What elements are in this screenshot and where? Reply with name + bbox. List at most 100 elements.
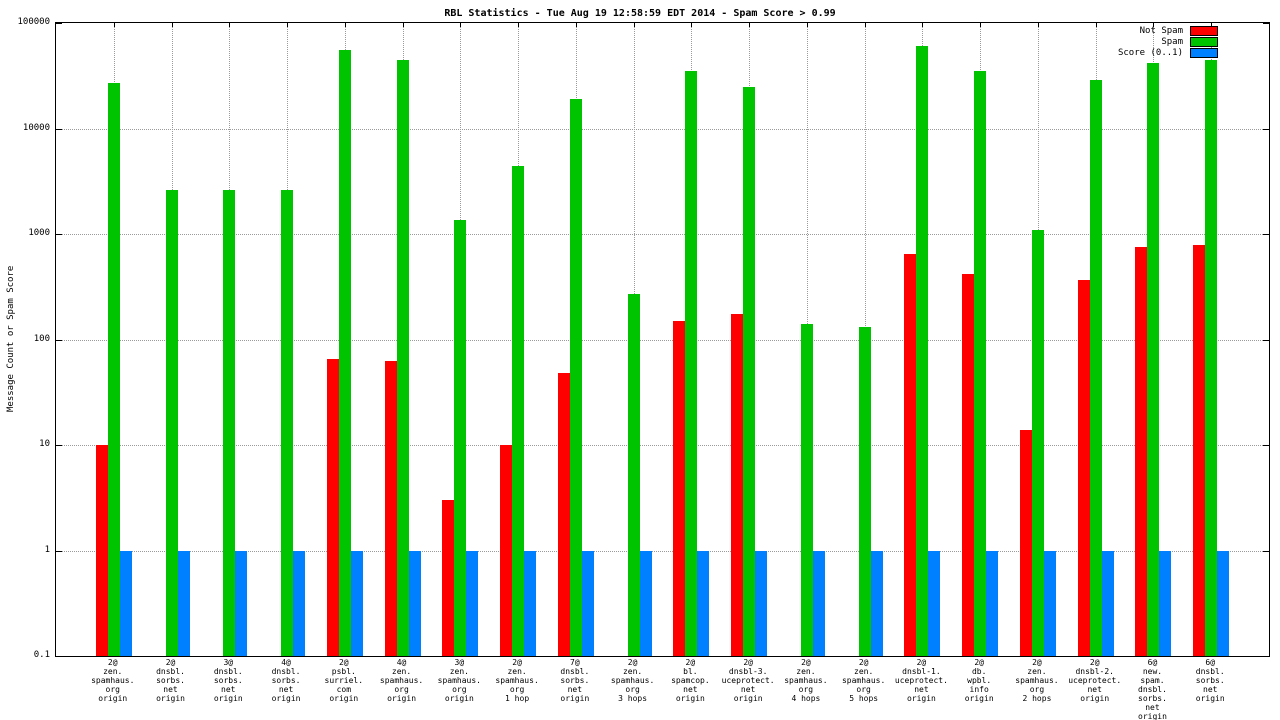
bar-spam [858, 327, 871, 656]
bar-not-spam [442, 500, 455, 656]
y-tickmark-right [1263, 23, 1269, 24]
legend-item-spam: Spam [998, 36, 1218, 47]
plot-area [55, 22, 1270, 657]
x-tickmark-top [1153, 23, 1155, 27]
x-tickmark-top [113, 23, 115, 27]
bar-spam [512, 166, 525, 656]
bar-score-0-1 [177, 550, 190, 656]
category-label: 3@ dnsbl. sorbs. net origin [213, 658, 243, 703]
bar-not-spam [1193, 245, 1206, 656]
bar-not-spam [731, 313, 744, 656]
legend: Not Spam Spam Score (0..1) [998, 25, 1218, 58]
bar-spam [916, 46, 929, 656]
bar-score-0-1 [697, 550, 710, 656]
y-tickmark-left [56, 339, 62, 341]
x-tickmark-top [864, 23, 866, 27]
gridline-horizontal [56, 128, 1269, 130]
bar-spam [281, 190, 294, 656]
category-label: 2@ dnsbl-3. uceprotect. net origin [721, 658, 775, 703]
y-tickmark-left [56, 23, 62, 24]
y-tick-label: 100 [33, 333, 50, 344]
x-tickmark-top [402, 23, 404, 27]
x-tickmark-top [229, 23, 231, 27]
bar-spam [223, 190, 236, 656]
category-label: 2@ dnsbl-1. uceprotect. net origin [894, 658, 948, 703]
bar-not-spam [1019, 429, 1032, 656]
bar-spam [974, 71, 987, 656]
category-label: 6@ dnsbl. sorbs. net origin [1195, 658, 1225, 703]
y-tick-label: 0.1 [33, 650, 50, 660]
bar-score-0-1 [350, 550, 363, 656]
bar-spam [396, 59, 409, 656]
legend-label: Not Spam [1139, 25, 1183, 36]
x-tickmark-top [691, 23, 693, 27]
legend-swatch [1190, 47, 1218, 58]
x-tickmark-top [460, 23, 462, 27]
y-tickmark-left [56, 445, 62, 446]
bar-spam [338, 50, 351, 656]
bar-spam [1147, 62, 1160, 656]
bar-spam [800, 324, 813, 656]
legend-item-score-0-1: Score (0..1) [998, 47, 1218, 58]
gridline-horizontal [56, 550, 1269, 552]
category-label: 2@ dnsbl. sorbs. net origin [156, 658, 185, 703]
bar-not-spam [500, 445, 513, 656]
legend-swatch [1190, 36, 1218, 47]
bar-not-spam [1135, 247, 1148, 656]
bar-score-0-1 [870, 550, 883, 656]
bar-spam [1089, 79, 1102, 656]
bar-spam [454, 220, 467, 656]
bar-score-0-1 [1101, 550, 1114, 656]
bar-score-0-1 [1159, 550, 1172, 656]
gridline-horizontal [56, 445, 1269, 446]
x-tickmark-top [1037, 23, 1039, 27]
x-tickmark-top [1095, 23, 1097, 27]
x-tickmark-top [633, 23, 635, 27]
category-label: 6@ new. spam. dnsbl. sorbs. net origin [1138, 658, 1167, 720]
bar-not-spam [1077, 279, 1090, 656]
bar-spam [569, 99, 582, 656]
y-tickmark-left [56, 656, 62, 657]
x-tickmark-top [806, 23, 808, 27]
category-label: 2@ dnsbl-2. uceprotect. net origin [1068, 658, 1122, 703]
bar-not-spam [673, 320, 686, 656]
x-tickmark-top [922, 23, 924, 27]
x-tickmark-top [575, 23, 577, 27]
y-tickmark-left [56, 550, 62, 552]
bar-not-spam [384, 360, 397, 656]
gridline-horizontal [56, 339, 1269, 341]
bar-not-spam [557, 373, 570, 656]
bar-score-0-1 [235, 550, 248, 656]
bar-score-0-1 [986, 550, 999, 656]
legend-swatch [1190, 25, 1218, 36]
category-label: 2@ zen. spamhaus. org 1 hop [495, 658, 539, 703]
bar-score-0-1 [466, 550, 479, 656]
chart-title: RBL Statistics - Tue Aug 19 12:58:59 EDT… [444, 8, 836, 19]
bar-spam [627, 293, 640, 656]
category-label: 3@ zen. spamhaus. org origin [437, 658, 481, 703]
bar-score-0-1 [408, 550, 421, 656]
y-axis: 0.1 1 10 100 1000 10000 100000 [0, 0, 55, 720]
x-tickmark-top [287, 23, 289, 27]
y-tickmark-right [1263, 445, 1269, 446]
y-tickmark-left [56, 128, 62, 130]
x-tickmark-top [518, 23, 520, 27]
bar-not-spam [904, 253, 917, 656]
y-tickmark-right [1263, 128, 1269, 130]
x-tickmark-top [749, 23, 751, 27]
x-tickmark-top [171, 23, 173, 27]
y-tickmark-right [1263, 656, 1269, 657]
y-tickmark-right [1263, 550, 1269, 552]
bar-score-0-1 [639, 550, 652, 656]
x-tickmark-top [1211, 23, 1213, 27]
bar-score-0-1 [119, 550, 132, 656]
bar-score-0-1 [1217, 550, 1230, 656]
y-tick-label: 10000 [22, 122, 50, 133]
y-tickmark-right [1263, 339, 1269, 341]
category-label: 2@ zen. spamhaus. org 3 hops [610, 658, 655, 703]
x-tickmark-top [980, 23, 982, 27]
bar-score-0-1 [524, 550, 537, 656]
y-tick-label: 1000 [28, 228, 50, 238]
category-label: 2@ psbl. surriel. com origin [324, 658, 364, 703]
